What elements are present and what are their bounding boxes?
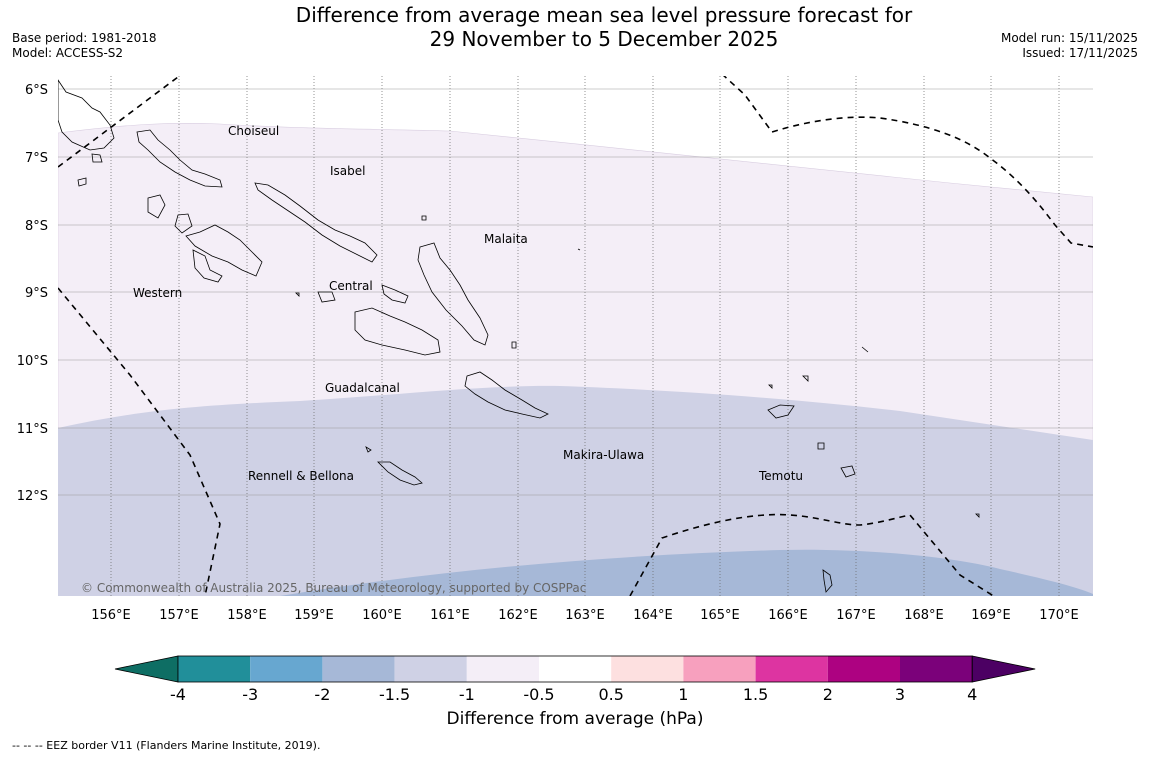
region-label-isabel: Isabel xyxy=(330,164,365,178)
model-name: Model: ACCESS-S2 xyxy=(12,46,124,60)
guadalcanal-coast xyxy=(354,307,441,356)
colorbar-tick-label: 3 xyxy=(895,685,905,704)
isabel-coast xyxy=(254,182,378,263)
lon-label: 166°E xyxy=(768,608,808,623)
base-period: Base period: 1981-2018 xyxy=(12,31,157,45)
colorbar-segment xyxy=(250,656,323,682)
lon-label: 165°E xyxy=(700,608,740,623)
lat-label: 11°S xyxy=(17,422,48,437)
lon-label: 169°E xyxy=(971,608,1011,623)
model-run: Model run: 15/11/2025 xyxy=(1000,31,1138,45)
anomaly-minus-1-band xyxy=(58,385,1093,596)
eez-footnote: -- -- -- EEZ border V11 (Flanders Marine… xyxy=(12,739,321,752)
lon-label: 163°E xyxy=(565,608,605,623)
colorbar-segment xyxy=(178,656,251,682)
chart-title: Difference from average mean sea level p… xyxy=(0,3,1150,51)
lon-label: 159°E xyxy=(294,608,334,623)
colorbar-tick-label: -3 xyxy=(242,685,258,704)
central-islands-coast xyxy=(317,284,409,304)
region-label-guadalcanal: Guadalcanal xyxy=(325,381,400,395)
lon-label: 157°E xyxy=(159,608,199,623)
colorbar-extend-min xyxy=(114,655,179,683)
bougainville-coast xyxy=(58,79,115,151)
meta-left: Base period: 1981-2018 Model: ACCESS-S2 xyxy=(12,31,157,61)
colorbar-extend-max xyxy=(971,655,1036,683)
lon-label: 168°E xyxy=(904,608,944,623)
santa-cruz-coast xyxy=(767,404,856,478)
issued-date: Issued: 17/11/2025 xyxy=(1022,46,1138,60)
lat-label: 12°S xyxy=(17,489,48,504)
lon-label: 158°E xyxy=(227,608,267,623)
lat-label: 6°S xyxy=(25,83,48,98)
region-label-choiseul: Choiseul xyxy=(228,124,279,138)
colorbar-tick-label: -1 xyxy=(459,685,475,704)
title-line-2: 29 November to 5 December 2025 xyxy=(429,27,779,51)
colorbar-tick-label: 0.5 xyxy=(598,685,623,704)
region-label-makira-ulawa: Makira-Ulawa xyxy=(563,448,644,462)
colorbar-segment xyxy=(755,656,828,682)
lon-axis-labels: 156°E 157°E 158°E 159°E 160°E 161°E 162°… xyxy=(91,608,1079,623)
malaita-coast xyxy=(417,242,489,346)
colorbar-segment xyxy=(827,656,900,682)
region-label-central: Central xyxy=(329,279,373,293)
lon-label: 161°E xyxy=(430,608,470,623)
colorbar-segment xyxy=(611,656,684,682)
lat-label: 8°S xyxy=(25,219,48,234)
makira-coast xyxy=(464,371,549,419)
colorbar-tick-label: 4 xyxy=(967,685,977,704)
region-labels: Choiseul Isabel Malaita Western Central … xyxy=(133,124,803,483)
coastlines xyxy=(58,79,980,593)
region-label-rennell-bellona: Rennell & Bellona xyxy=(248,469,354,483)
region-label-western: Western xyxy=(133,286,182,300)
colorbar-segment xyxy=(539,656,612,682)
colorbar-tick-label: 1 xyxy=(678,685,688,704)
lat-label: 9°S xyxy=(25,286,48,301)
eez-border xyxy=(58,76,1093,596)
lat-axis-labels: 6°S 7°S 8°S 9°S 10°S 11°S 12°S xyxy=(17,83,48,504)
lon-label: 156°E xyxy=(91,608,131,623)
region-label-temotu: Temotu xyxy=(758,469,803,483)
colorbar-label: Difference from average (hPa) xyxy=(446,709,704,729)
lon-label: 164°E xyxy=(633,608,673,623)
colorbar-tick-label: 1.5 xyxy=(743,685,768,704)
colorbar: -4 -3 -2 -1.5 -1 -0.5 0.5 1 1.5 2 3 4 xyxy=(114,655,1036,704)
colorbar-segment xyxy=(394,656,467,682)
colorbar-tick-label: -0.5 xyxy=(523,685,554,704)
choiseul-coast xyxy=(136,129,223,188)
colorbar-segment xyxy=(683,656,756,682)
small-islets xyxy=(77,153,980,593)
colorbar-tick-label: -1.5 xyxy=(379,685,410,704)
meta-right: Model run: 15/11/2025 Issued: 17/11/2025 xyxy=(1001,31,1138,61)
lon-label: 160°E xyxy=(362,608,402,623)
map-panel: Choiseul Isabel Malaita Western Central … xyxy=(58,76,1093,596)
lat-label: 10°S xyxy=(17,354,48,369)
colorbar-frame xyxy=(177,655,973,683)
latitude-lines xyxy=(58,88,1093,496)
colorbar-tick-label: 2 xyxy=(823,685,833,704)
anomaly-minus-1.5-band xyxy=(280,549,1093,596)
region-label-malaita: Malaita xyxy=(484,232,528,246)
lon-label: 167°E xyxy=(836,608,876,623)
western-islands-coast xyxy=(147,194,263,283)
title-line-1: Difference from average mean sea level p… xyxy=(295,3,913,27)
colorbar-segment xyxy=(466,656,539,682)
lat-label: 7°S xyxy=(25,151,48,166)
colorbar-segment xyxy=(322,656,395,682)
rennell-coast xyxy=(365,446,423,486)
colorbar-tick-label: -2 xyxy=(314,685,330,704)
colorbar-tick-label: -4 xyxy=(170,685,186,704)
lon-label: 170°E xyxy=(1039,608,1079,623)
lon-label: 162°E xyxy=(498,608,538,623)
colorbar-segment xyxy=(900,656,973,682)
copyright-notice: © Commonwealth of Australia 2025, Bureau… xyxy=(81,581,586,595)
